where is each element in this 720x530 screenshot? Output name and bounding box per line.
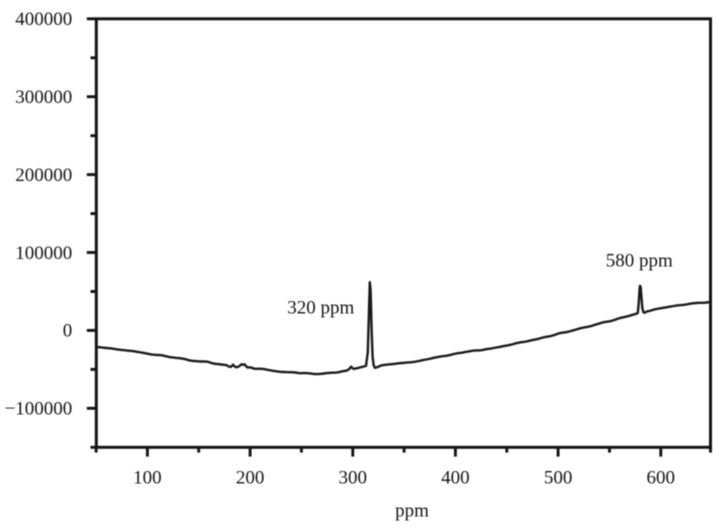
svg-text:200000: 200000 — [15, 165, 72, 186]
svg-text:−100000: −100000 — [5, 399, 73, 420]
svg-text:600: 600 — [647, 468, 676, 489]
svg-text:300000: 300000 — [15, 87, 72, 108]
svg-text:320 ppm: 320 ppm — [287, 297, 354, 318]
svg-text:300: 300 — [339, 468, 368, 489]
svg-text:100: 100 — [133, 468, 162, 489]
svg-text:0: 0 — [63, 321, 73, 342]
svg-text:400: 400 — [441, 468, 470, 489]
svg-text:400000: 400000 — [15, 9, 72, 30]
svg-text:580 ppm: 580 ppm — [606, 250, 673, 271]
svg-text:500: 500 — [544, 468, 573, 489]
svg-text:200: 200 — [236, 468, 265, 489]
svg-text:ppm: ppm — [395, 500, 429, 521]
svg-text:100000: 100000 — [15, 243, 72, 264]
